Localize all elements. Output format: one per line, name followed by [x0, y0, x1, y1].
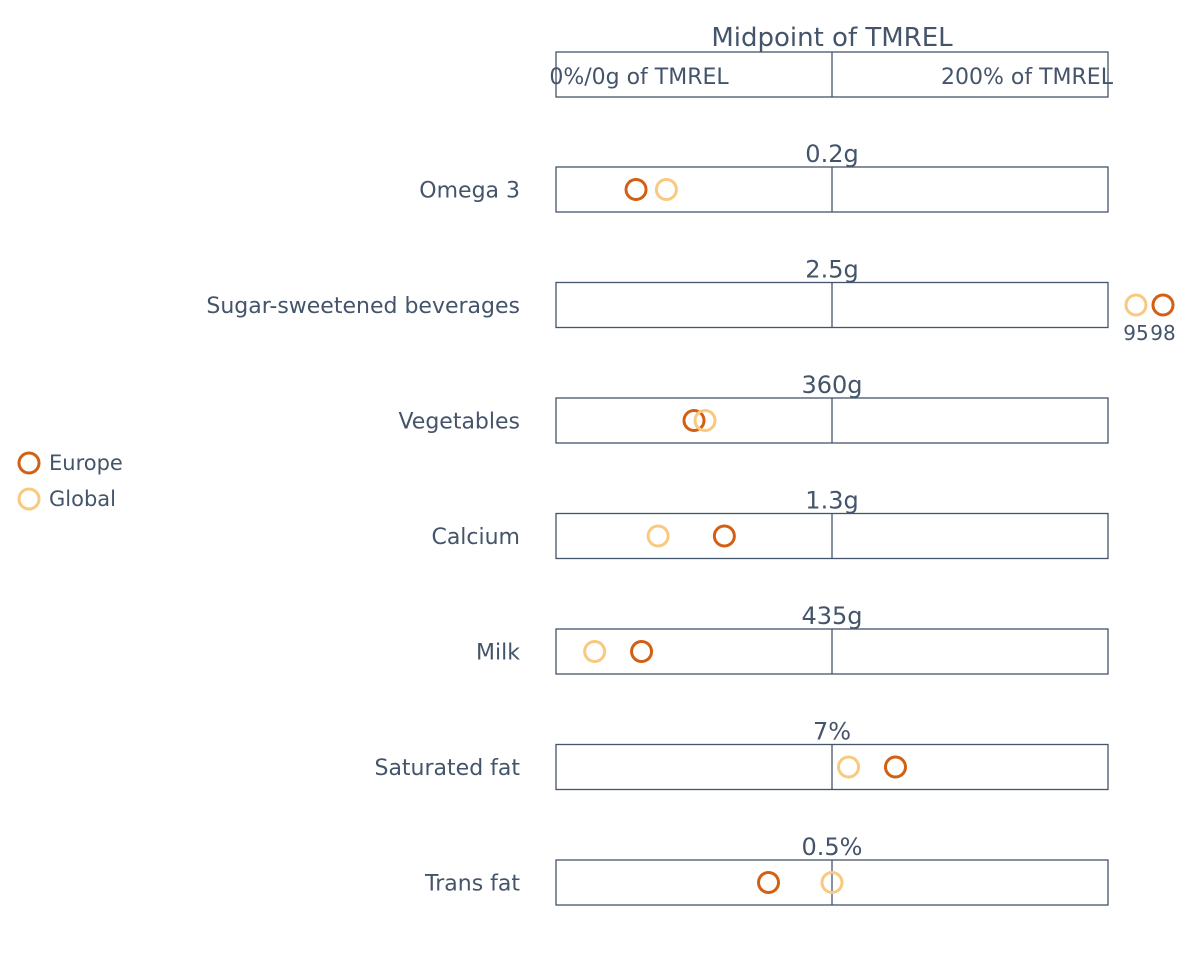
row-label: Saturated fat: [374, 756, 520, 781]
midpoint-value: 0.2g: [805, 140, 858, 168]
row-vegetables: Vegetables 360g: [398, 371, 1109, 444]
global-offscale-value: 95: [1123, 321, 1148, 345]
row-label: Vegetables: [398, 410, 520, 435]
row-sugar-sweetened-beverages: Sugar-sweetened beverages 2.5g 95 98: [206, 256, 1175, 346]
row-label: Milk: [476, 641, 520, 666]
midpoint-value: 435g: [801, 602, 862, 630]
row-label: Trans fat: [424, 872, 520, 897]
row-milk: Milk 435g: [476, 602, 1109, 675]
global-point: [837, 755, 861, 779]
chart-title: Midpoint of TMREL: [711, 23, 953, 53]
global-point: [654, 178, 678, 201]
row-label: Calcium: [431, 525, 520, 550]
legend-marker-europe: [17, 451, 41, 475]
legend-marker-global: [17, 487, 41, 511]
chart-rows: Omega 3 0.2g Sugar-sweetened beverages 2.5g…: [206, 140, 1176, 906]
europe-offscale-value: 98: [1150, 321, 1175, 345]
europe-point: [682, 409, 706, 432]
row-label: Omega 3: [419, 179, 520, 204]
global-point: [820, 871, 844, 894]
header-right-label: 200% of TMREL: [941, 65, 1114, 90]
europe-point: [883, 755, 907, 779]
legend: Europe Global: [17, 451, 123, 511]
europe-point: [630, 640, 654, 663]
midpoint-value: 2.5g: [805, 256, 858, 284]
row-saturated-fat: Saturated fat 7%: [374, 718, 1109, 791]
global-point: [583, 640, 607, 663]
row-omega-3: Omega 3 0.2g: [419, 140, 1109, 213]
row-calcium: Calcium 1.3g: [431, 487, 1109, 560]
midpoint-value: 1.3g: [805, 487, 858, 515]
global-point: [1124, 293, 1148, 317]
global-point: [646, 524, 670, 548]
europe-point: [712, 524, 736, 548]
europe-point: [624, 178, 648, 201]
header-left-label: 0%/0g of TMREL: [549, 65, 729, 90]
global-point: [693, 409, 717, 432]
europe-point: [1151, 293, 1175, 317]
midpoint-value: 360g: [801, 371, 862, 399]
midpoint-value: 7%: [813, 718, 851, 746]
row-trans-fat: Trans fat 0.5%: [424, 833, 1109, 906]
row-label: Sugar-sweetened beverages: [206, 294, 520, 319]
header: Midpoint of TMREL 0%/0g of TMREL 200% of…: [549, 23, 1114, 98]
midpoint-value: 0.5%: [802, 833, 863, 861]
europe-point: [757, 871, 781, 894]
legend-label-europe: Europe: [49, 451, 123, 475]
legend-label-global: Global: [49, 487, 116, 511]
